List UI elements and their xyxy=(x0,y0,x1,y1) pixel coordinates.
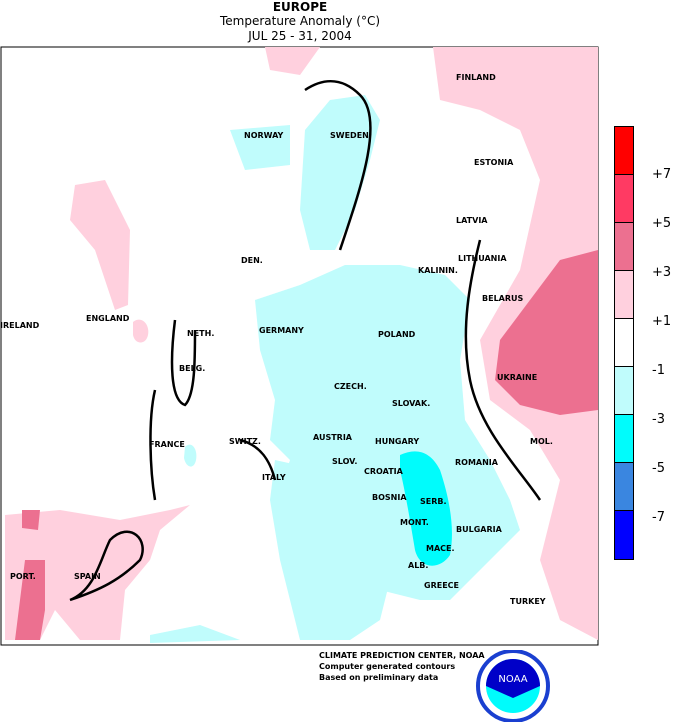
legend-swatch xyxy=(615,415,633,463)
legend-swatch xyxy=(615,271,633,319)
label-slovenia: SLOV. xyxy=(332,457,357,466)
label-romania: ROMANIA xyxy=(455,458,499,467)
label-macedonia: MACE. xyxy=(426,544,455,553)
label-norway: NORWAY xyxy=(244,131,284,140)
label-latvia: LATVIA xyxy=(456,216,488,225)
label-albania: ALB. xyxy=(408,561,428,570)
map-period: JUL 25 - 31, 2004 xyxy=(248,29,352,43)
label-austria: AUSTRIA xyxy=(313,433,353,442)
credit-line-3: Based on preliminary data xyxy=(319,673,439,682)
map-region-title: EUROPE xyxy=(272,0,328,14)
label-sweden: SWEDEN xyxy=(330,131,369,140)
map-variable-title: Temperature Anomaly (°C) xyxy=(219,14,381,28)
label-bulgaria: BULGARIA xyxy=(456,525,503,534)
contour-lines xyxy=(69,80,542,602)
label-montenegro: MONT. xyxy=(400,518,429,527)
anomaly-shading xyxy=(5,47,598,643)
credit-line-1: CLIMATE PREDICTION CENTER, NOAA xyxy=(319,651,485,660)
country-labels: FINLAND NORWAY SWEDEN ESTONIA LATVIA LIT… xyxy=(0,73,553,606)
legend-swatch xyxy=(615,463,633,511)
noaa-logo: NOAA xyxy=(476,650,550,722)
label-england: ENGLAND xyxy=(86,314,130,323)
label-ukraine: UKRAINE xyxy=(497,373,537,382)
label-poland: POLAND xyxy=(378,330,416,339)
label-finland: FINLAND xyxy=(456,73,496,82)
legend-tick-label: -3 xyxy=(652,412,665,427)
label-spain: SPAIN xyxy=(74,572,101,581)
label-netherlands: NETH. xyxy=(187,329,214,338)
legend-swatch xyxy=(615,223,633,271)
legend-swatch xyxy=(615,511,633,559)
label-denmark: DEN. xyxy=(241,256,263,265)
legend-swatch xyxy=(615,127,633,175)
label-italy: ITALY xyxy=(262,473,286,482)
legend-swatch xyxy=(615,319,633,367)
legend-tick-label: +7 xyxy=(652,167,672,182)
label-slovakia: SLOVAK. xyxy=(392,399,430,408)
legend-swatch xyxy=(615,367,633,415)
legend-tick-label: -1 xyxy=(652,363,665,378)
credits: CLIMATE PREDICTION CENTER, NOAA Computer… xyxy=(319,650,485,683)
label-switzerland: SWITZ. xyxy=(229,437,261,446)
legend-tick-label: +5 xyxy=(652,216,672,231)
legend-tick-label: +3 xyxy=(652,265,672,280)
label-france: FRANCE xyxy=(149,440,185,449)
credit-line-2: Computer generated contours xyxy=(319,662,456,671)
legend-tick-label: -5 xyxy=(652,461,665,476)
label-bosnia: BOSNIA xyxy=(372,493,407,502)
label-germany: GERMANY xyxy=(259,326,304,335)
label-portugal: PORT. xyxy=(10,572,36,581)
legend-tick-label: +1 xyxy=(652,314,672,329)
label-moldova: MOL. xyxy=(530,437,553,446)
label-belgium: BELG. xyxy=(179,364,205,373)
label-turkey: TURKEY xyxy=(510,597,546,606)
legend-tick-label: -7 xyxy=(652,510,665,525)
noaa-logo-text: NOAA xyxy=(498,674,527,685)
label-serbia: SERB. xyxy=(420,497,447,506)
label-estonia: ESTONIA xyxy=(474,158,514,167)
label-hungary: HUNGARY xyxy=(375,437,419,446)
label-belarus: BELARUS xyxy=(482,294,524,303)
label-kaliningrad: KALININ. xyxy=(418,266,458,275)
label-lithuania: LITHUANIA xyxy=(458,254,507,263)
legend-swatch xyxy=(615,175,633,223)
color-legend xyxy=(614,126,634,560)
label-ireland: IRELAND xyxy=(0,321,40,330)
label-croatia: CROATIA xyxy=(364,467,404,476)
label-czech: CZECH. xyxy=(334,382,367,391)
label-greece: GREECE xyxy=(424,581,459,590)
